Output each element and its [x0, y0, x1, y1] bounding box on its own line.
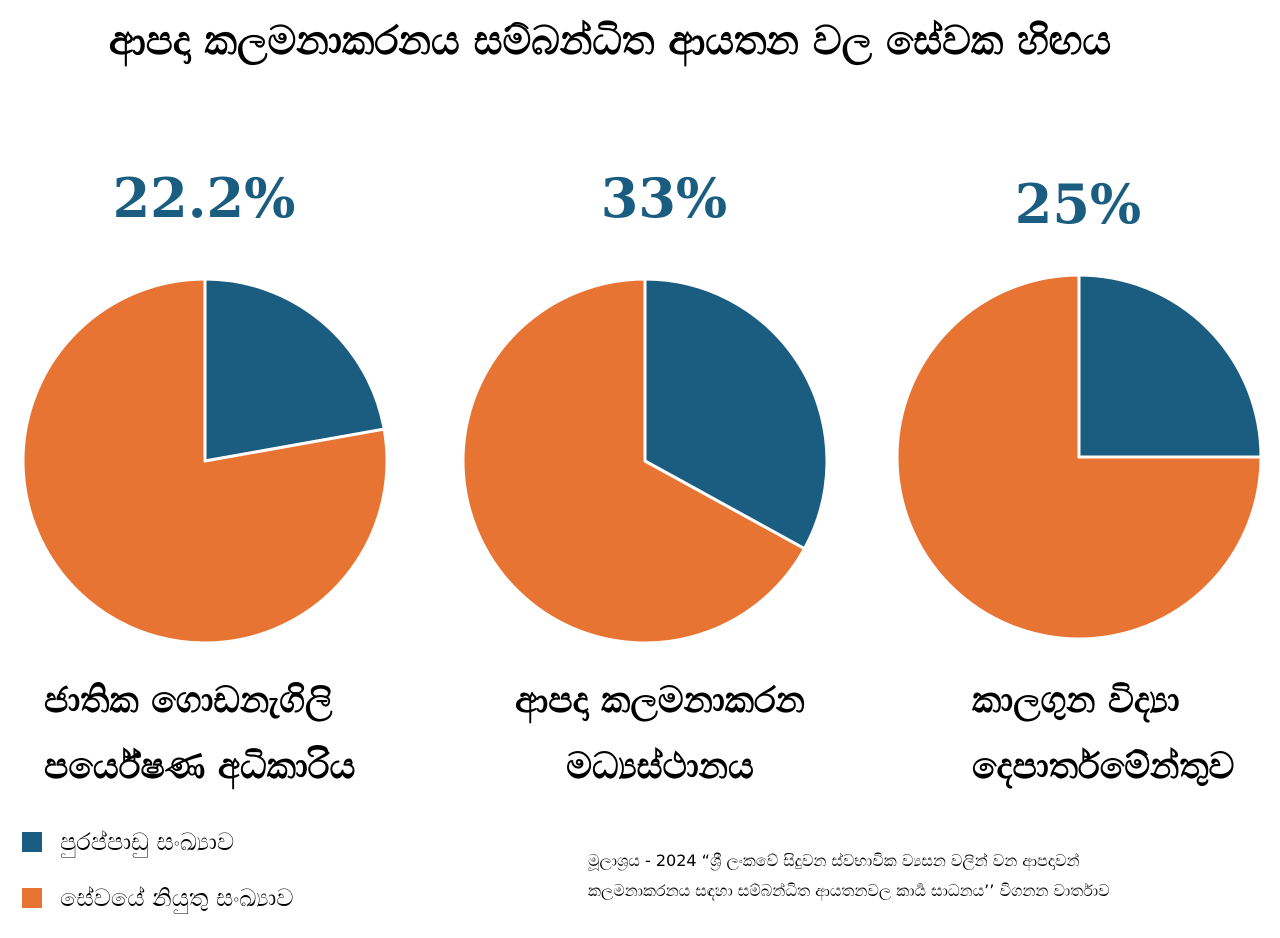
pie-1-name-line-1: ජාතික ගොඩනැගිලි: [44, 680, 333, 721]
source-note: මූලාශ්‍රය - 2024 “ශ්‍රී ලංකවේ සිදුවන ස්ව…: [588, 846, 1278, 906]
pie-3-name-line-2: දෙපාර්තමේන්තුව: [972, 746, 1235, 787]
legend-label-employed: සේවයේ නියුතු සංඛ්‍යාව: [60, 884, 294, 912]
legend-item-employed: සේවයේ නියුතු සංඛ්‍යාව: [22, 882, 294, 914]
legend-label-vacancies: පුරප්පාඩු සංඛ්‍යාව: [60, 828, 235, 856]
pie-2-name: ආපදා කලමනාකරන මධ්‍යස්ථානය: [440, 668, 880, 800]
pie-2-percent-label: 33%: [600, 166, 728, 230]
pie-2-slice-employed: [461, 277, 806, 645]
chart-title: ආපදා කලමනාකරනය සම්බන්ධිත ආයතන වල සේවක හි…: [108, 18, 1112, 64]
pie-1-name: ජාතික ගොඩනැගිලි පර්යේෂණ අධිකාරිය: [44, 668, 484, 800]
pie-3-name-line-1: කාලගුන විද්‍යා: [972, 680, 1180, 721]
pie-1-slice-vacancies: [203, 277, 386, 463]
pie-chart-1: [21, 277, 389, 645]
pie-2-slice-vacancies: [643, 277, 829, 551]
pie-1-percent-label: 22.2%: [112, 166, 296, 230]
legend: පුරප්පාඩු සංඛ්‍යාව සේවයේ නියුතු සංඛ්‍යාව: [22, 826, 294, 938]
pie-chart-2: [461, 277, 829, 645]
pie-chart-3: [895, 273, 1263, 641]
pie-2-name-line-2: මධ්‍යස්ථානය: [566, 746, 754, 787]
pie-2-name-line-1: ආපදා කලමනාකරන: [515, 680, 805, 721]
pie-1-slice-employed: [21, 277, 389, 645]
pie-1-name-line-2: පර්යේෂණ අධිකාරිය: [44, 746, 356, 787]
pie-3-slice-employed: [895, 273, 1263, 641]
legend-item-vacancies: පුරප්පාඩු සංඛ්‍යාව: [22, 826, 294, 858]
pie-3-percent-label: 25%: [1014, 172, 1142, 236]
pie-3-name: කාලගුන විද්‍යා දෙපාර්තමේන්තුව: [972, 668, 1272, 800]
source-line-2: කලමනාකරනය සඳහා සම්බන්ධිත ආයතනවල කාර්‍ය ස…: [588, 881, 1110, 900]
legend-swatch-employed: [22, 888, 42, 908]
pie-3-slice-vacancies: [1077, 273, 1263, 459]
legend-swatch-vacancies: [22, 832, 42, 852]
source-line-1: මූලාශ්‍රය - 2024 “ශ්‍රී ලංකවේ සිදුවන ස්ව…: [588, 851, 1080, 870]
